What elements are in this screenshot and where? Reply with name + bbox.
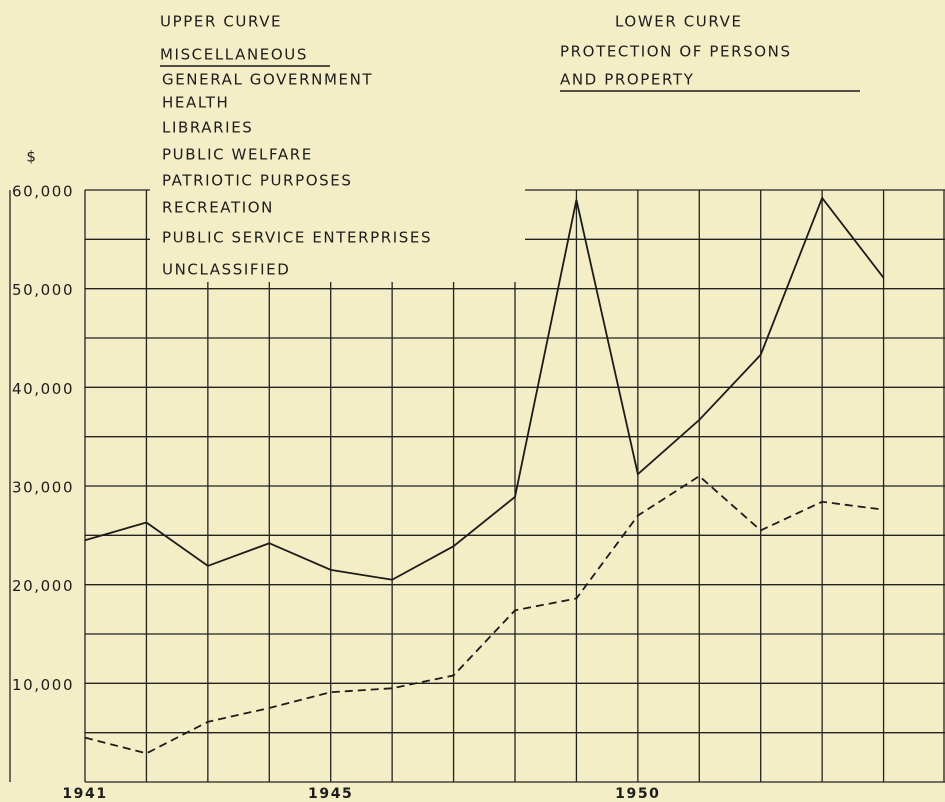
foreground: $10,000 20,000 30,000 40,000 50,000 60,000 194… [12, 13, 885, 802]
legend-item: PUBLIC WELFARE [162, 146, 313, 164]
y-unit-label: $ [26, 148, 37, 166]
y-tick-label: 10,000 [12, 676, 74, 694]
y-tick-label: 40,000 [12, 380, 74, 398]
y-tick-label: 30,000 [12, 479, 74, 497]
legend-item: PATRIOTIC PURPOSES [162, 172, 352, 190]
y-tick-label: 20,000 [12, 577, 74, 595]
legend-item: GENERAL GOVERNMENT [162, 71, 373, 89]
x-tick-label: 1945 [308, 786, 353, 802]
legend-title: MISCELLANEOUS [160, 46, 308, 64]
legend-title: PROTECTION OF PERSONS [560, 43, 792, 61]
y-tick-label: 50,000 [12, 281, 74, 299]
legend-title: AND PROPERTY [560, 71, 694, 89]
legend-item: RECREATION [162, 199, 274, 217]
y-tick-label: 60,000 [12, 183, 74, 201]
legend-item: HEALTH [162, 94, 229, 112]
legend-backdrop [150, 150, 525, 282]
legend-item: UNCLASSIFIED [162, 261, 290, 279]
legend-heading: UPPER CURVE [160, 13, 282, 31]
x-tick-label: 1941 [62, 786, 107, 802]
grid [9, 189, 945, 783]
legend-item: PUBLIC SERVICE ENTERPRISES [162, 229, 432, 247]
legend-heading: LOWER CURVE [615, 13, 743, 31]
line-series [84, 196, 885, 581]
x-tick-label: 1950 [615, 786, 660, 802]
legend-item: LIBRARIES [162, 119, 253, 137]
